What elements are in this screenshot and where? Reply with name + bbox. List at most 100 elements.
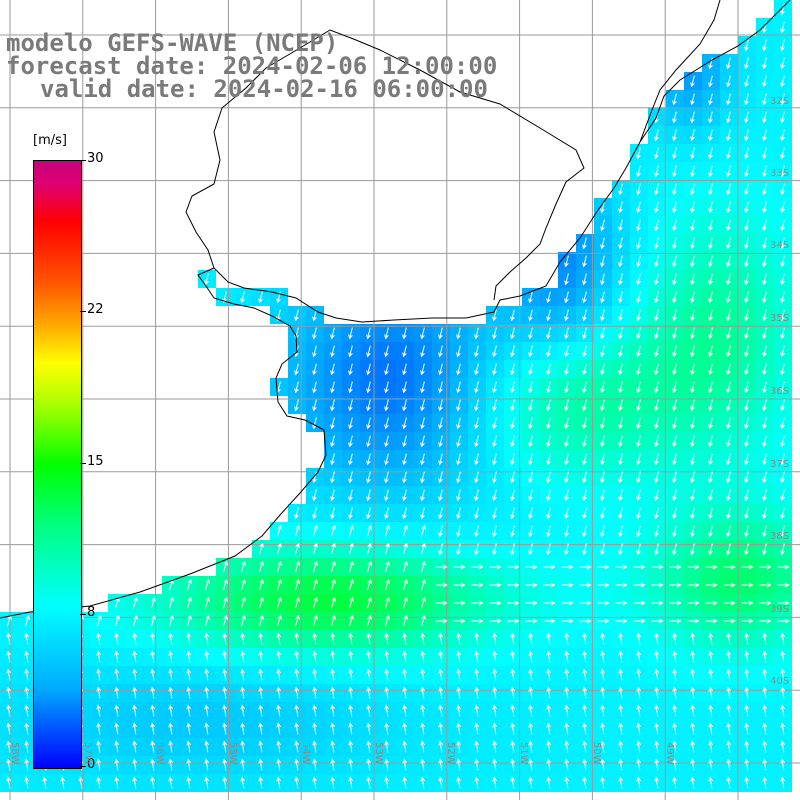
wind-arrow	[672, 309, 677, 322]
wind-arrow	[654, 507, 659, 520]
wind-arrow	[402, 776, 407, 789]
wind-arrow	[636, 758, 641, 771]
wind-arrow	[240, 668, 245, 681]
wind-arrow	[492, 650, 497, 663]
wind-arrow	[543, 618, 556, 624]
wind-arrow	[168, 596, 174, 609]
wind-arrow	[186, 650, 191, 663]
wind-arrow	[528, 309, 533, 322]
wind-arrow	[690, 543, 695, 556]
wind-arrow	[240, 704, 245, 717]
wind-arrow	[726, 93, 731, 106]
wind-arrow	[222, 758, 227, 771]
wind-arrow	[546, 668, 551, 681]
wind-arrow	[636, 255, 641, 268]
wind-arrow	[402, 596, 408, 609]
wind-arrow	[744, 345, 749, 358]
wind-arrow	[762, 507, 767, 520]
wind-arrow	[474, 776, 479, 789]
wind-arrow	[744, 183, 749, 196]
wind-arrow	[636, 219, 641, 232]
wind-arrow	[384, 417, 389, 430]
wind-arrow	[240, 596, 246, 609]
wind-arrow	[762, 147, 767, 160]
wind-arrow	[492, 740, 497, 753]
wind-arrow	[762, 489, 767, 502]
wind-arrow	[654, 704, 659, 717]
wind-arrow	[204, 273, 209, 286]
wind-arrow	[582, 722, 587, 735]
wind-arrow	[615, 600, 628, 606]
wind-arrow	[726, 776, 731, 789]
wind-arrow	[366, 327, 371, 340]
wind-arrow	[384, 596, 390, 609]
wind-arrow	[780, 165, 785, 178]
wind-arrow	[762, 57, 767, 70]
wind-arrow	[582, 776, 587, 789]
wind-arrow	[618, 417, 623, 430]
wind-arrow	[528, 722, 533, 735]
wind-arrow	[384, 776, 389, 789]
wind-arrow	[777, 618, 790, 624]
wind-arrow	[456, 668, 461, 681]
wind-arrow	[546, 776, 551, 789]
wind-arrow	[150, 668, 155, 681]
wind-arrow	[726, 129, 731, 142]
wind-arrow	[780, 93, 785, 106]
wind-arrow	[402, 327, 407, 340]
wind-arrow	[258, 740, 263, 753]
wind-arrow	[222, 578, 228, 591]
wind-arrow	[222, 668, 227, 681]
wind-arrow	[456, 363, 461, 376]
wind-arrow	[114, 776, 119, 789]
wind-arrow	[762, 255, 767, 268]
wind-arrow	[456, 381, 461, 394]
wind-arrow	[312, 722, 317, 735]
wind-arrow	[366, 399, 371, 412]
wind-arrow	[744, 417, 749, 430]
wind-arrow	[780, 309, 785, 322]
wind-arrow	[672, 776, 677, 789]
wind-arrow	[96, 686, 101, 699]
wind-arrow	[528, 345, 533, 358]
wind-arrow	[672, 363, 677, 376]
wind-arrow	[24, 614, 30, 627]
wind-arrow	[708, 722, 713, 735]
wind-arrow	[780, 650, 785, 663]
wind-arrow	[546, 686, 551, 699]
wind-arrow	[492, 363, 497, 376]
wind-arrow	[294, 309, 299, 322]
wind-arrow	[294, 363, 299, 376]
wind-arrow	[708, 219, 713, 232]
wind-arrow	[168, 704, 173, 717]
wind-arrow	[258, 291, 263, 304]
wind-arrow	[348, 740, 353, 753]
wind-arrow	[294, 776, 299, 789]
wind-arrow	[708, 453, 713, 466]
wind-arrow	[762, 327, 767, 340]
wind-arrow	[168, 632, 173, 645]
wind-arrow	[492, 758, 497, 771]
wind-arrow	[330, 704, 335, 717]
wind-arrow	[204, 632, 209, 645]
wind-arrow	[708, 255, 713, 268]
wind-arrow	[777, 600, 790, 606]
wind-arrow	[651, 564, 664, 570]
wind-arrow	[546, 291, 551, 304]
wind-arrow	[546, 525, 551, 538]
wind-arrow	[150, 650, 155, 663]
wind-arrow	[204, 704, 209, 717]
wind-arrow	[456, 345, 461, 358]
wind-arrow	[618, 201, 623, 214]
wind-arrow	[510, 327, 515, 340]
longitude-label: 58W	[9, 742, 20, 765]
wind-arrow	[204, 740, 209, 753]
wind-arrow	[564, 776, 569, 789]
wind-arrow	[78, 776, 83, 789]
wind-arrow	[384, 542, 390, 555]
wind-arrow	[600, 237, 605, 250]
wind-arrow	[582, 525, 587, 538]
wind-arrow	[204, 614, 210, 627]
wind-arrow	[528, 291, 533, 304]
wind-arrow	[258, 560, 264, 573]
